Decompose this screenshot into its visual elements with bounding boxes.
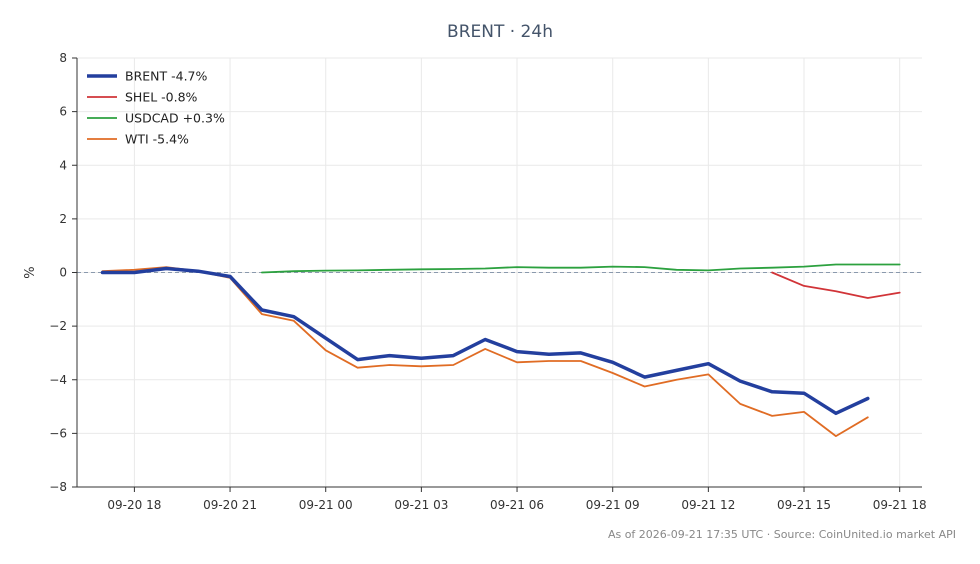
- y-tick-label: −2: [49, 319, 67, 333]
- legend-label: BRENT -4.7%: [125, 69, 208, 84]
- y-tick-label: 0: [59, 266, 67, 280]
- y-tick-label: −8: [49, 480, 67, 494]
- x-tick-label: 09-21 09: [586, 498, 640, 512]
- y-tick-label: 4: [59, 158, 67, 172]
- x-tick-label: 09-21 12: [681, 498, 735, 512]
- series-line: [771, 271, 901, 299]
- series-line: [260, 263, 901, 274]
- series-lines: [100, 263, 901, 438]
- y-tick-label: 8: [59, 51, 67, 65]
- x-tick-label: 09-21 18: [873, 498, 927, 512]
- legend-label: SHEL -0.8%: [125, 90, 198, 105]
- y-axis-label: %: [23, 266, 38, 278]
- y-tick-label: 2: [59, 212, 67, 226]
- x-tick-label: 09-21 03: [394, 498, 448, 512]
- y-tick-label: −6: [49, 426, 67, 440]
- x-tick-label: 09-20 21: [203, 498, 257, 512]
- legend-label: WTI -5.4%: [125, 132, 189, 147]
- y-axis-ticks: −8 −6 −4 −2 0 2 4 6 8: [49, 51, 77, 494]
- legend: BRENT -4.7% SHEL -0.8% USDCAD +0.3% WTI -5.…: [87, 69, 225, 147]
- legend-label: USDCAD +0.3%: [125, 111, 225, 126]
- series-line: [101, 266, 869, 438]
- source-note: As of 2026-09-21 17:35 UTC · Source: Coi…: [608, 528, 956, 541]
- x-axis-ticks: 09-20 18 09-20 21 09-21 00 09-21 03 09-21 06…: [107, 487, 927, 512]
- chart-title: BRENT · 24h: [447, 22, 553, 42]
- x-tick-label: 09-21 00: [299, 498, 353, 512]
- x-tick-label: 09-21 15: [777, 498, 831, 512]
- x-tick-label: 09-20 18: [107, 498, 161, 512]
- y-tick-label: 6: [59, 105, 67, 119]
- y-tick-label: −4: [49, 373, 67, 387]
- x-tick-label: 09-21 06: [490, 498, 544, 512]
- series-line: [100, 266, 870, 416]
